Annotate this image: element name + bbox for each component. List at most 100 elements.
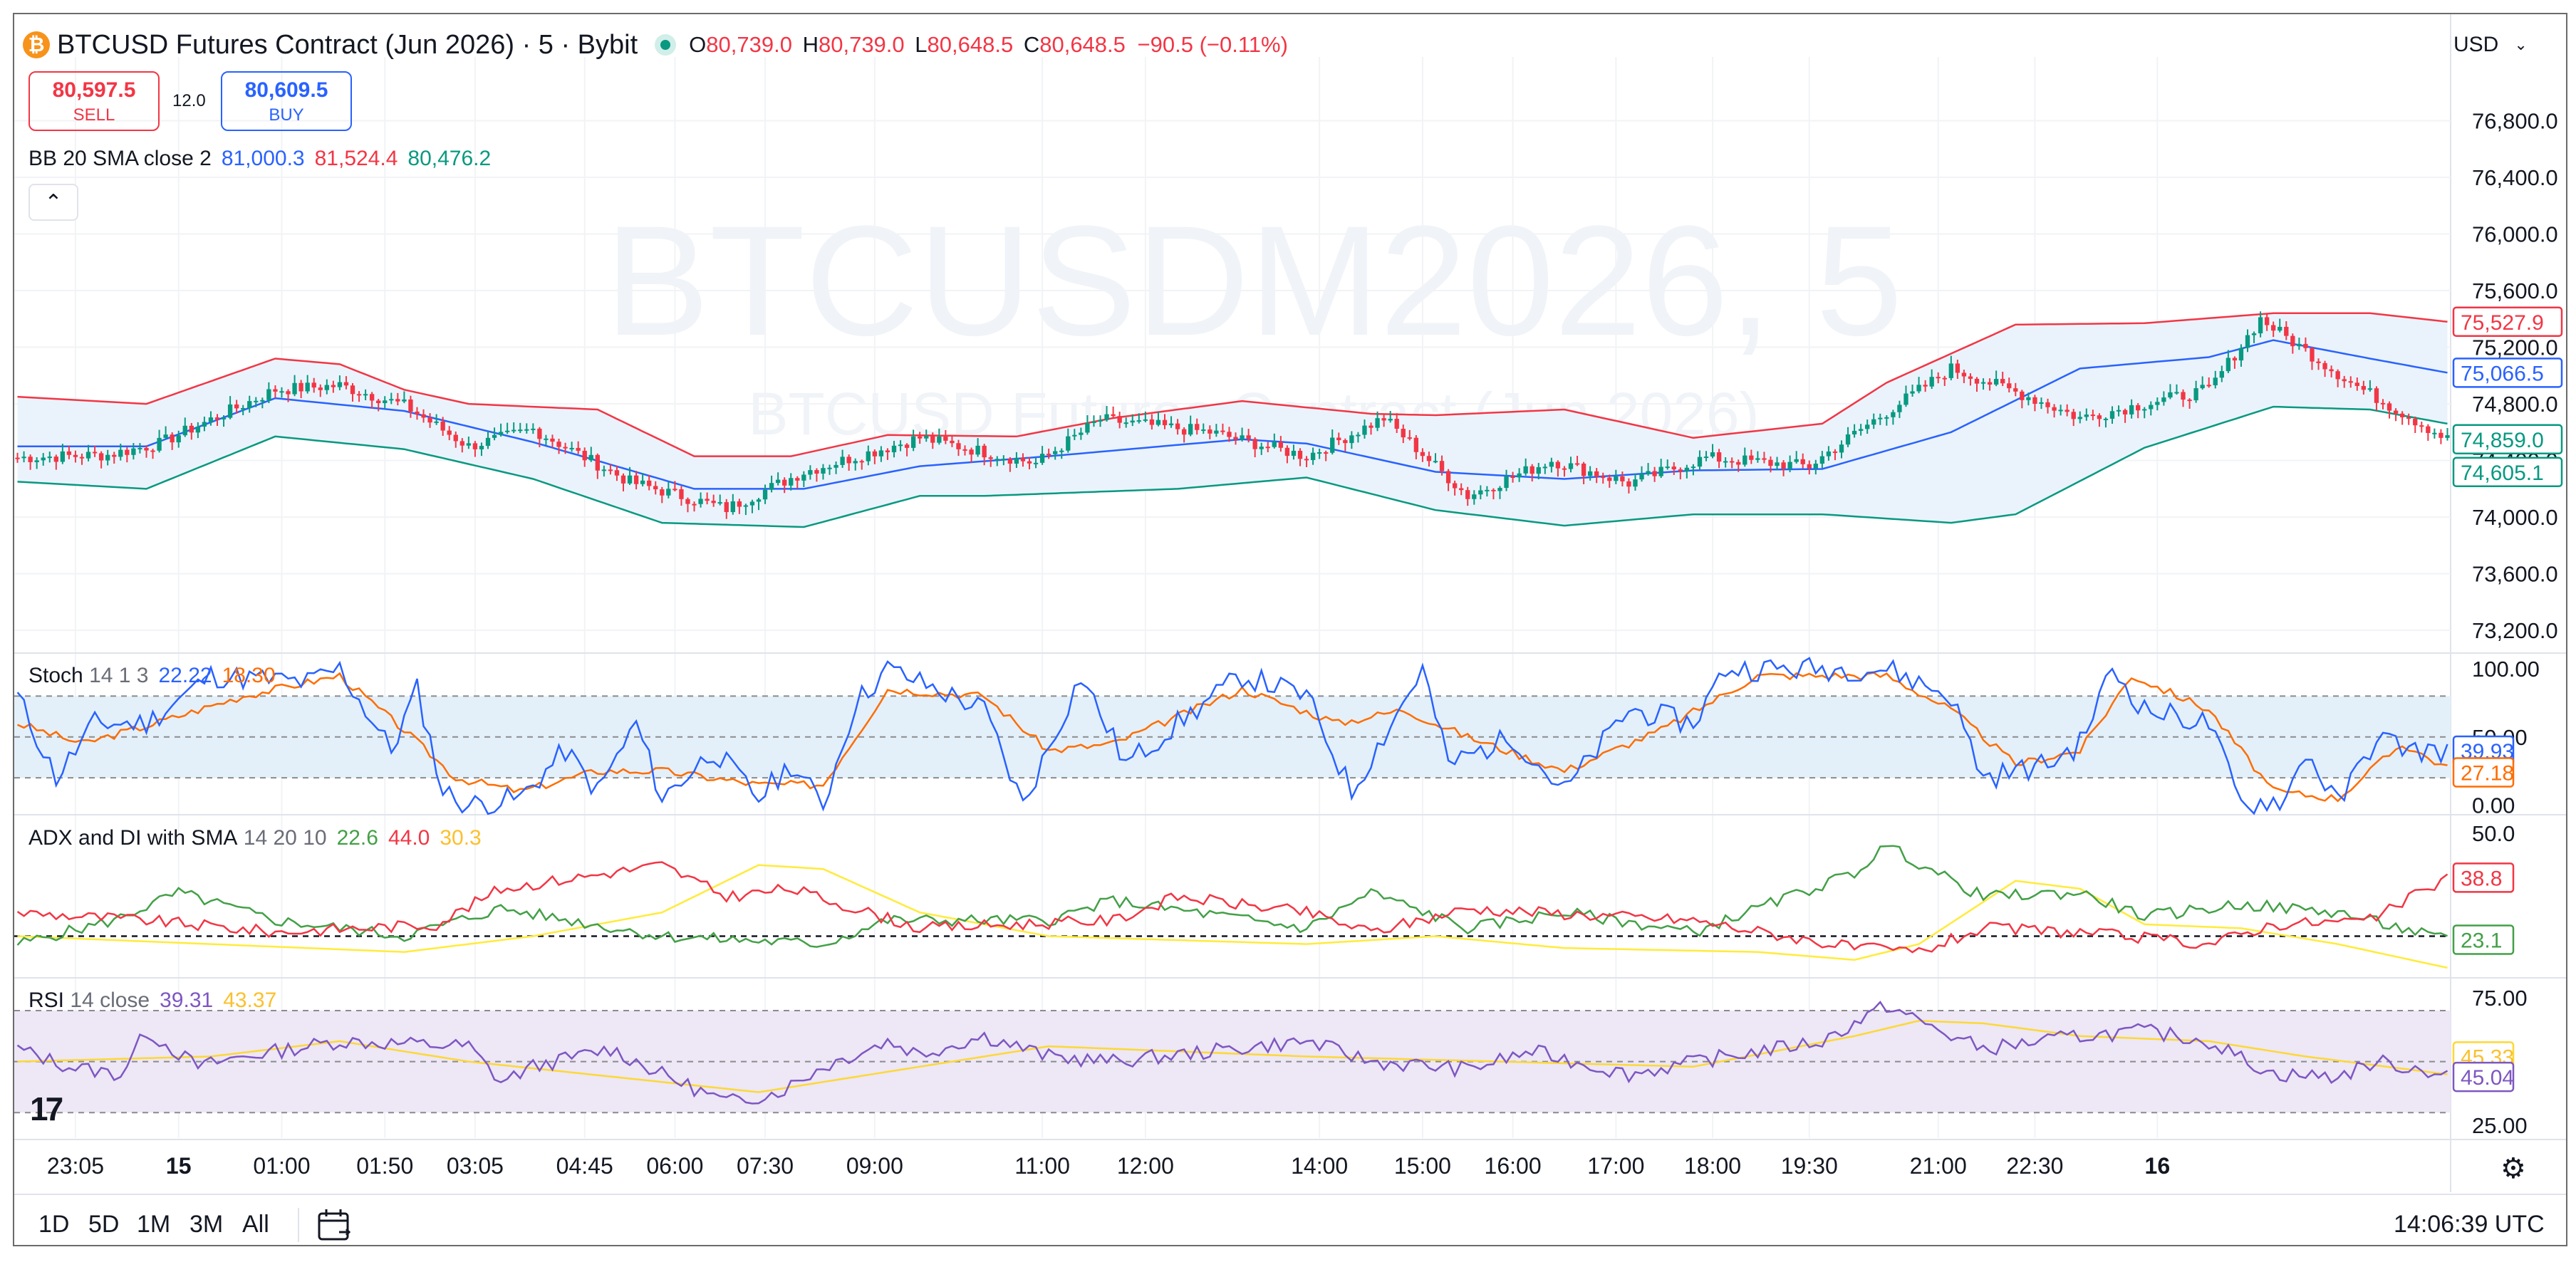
candle-body bbox=[1865, 424, 1870, 429]
candle-body bbox=[1162, 419, 1168, 426]
candle-body bbox=[582, 450, 587, 461]
candle-body bbox=[305, 382, 310, 392]
bb-upper-line bbox=[17, 312, 2448, 457]
calendar-icon[interactable] bbox=[315, 1206, 355, 1246]
time-tick-label: 15 bbox=[166, 1153, 192, 1179]
candle-body bbox=[1452, 483, 1458, 489]
candle-body bbox=[1703, 457, 1709, 459]
candle-body bbox=[595, 454, 600, 471]
candle-body bbox=[1072, 434, 1077, 437]
candle-body bbox=[1284, 447, 1290, 457]
buy-button[interactable]: 80,609.5 BUY bbox=[221, 71, 352, 131]
candle-body bbox=[2000, 379, 2005, 384]
candle-body bbox=[2361, 385, 2367, 390]
candle-body bbox=[647, 480, 652, 486]
rsi-pane bbox=[14, 1000, 2451, 1114]
candle-body bbox=[988, 457, 993, 459]
candle-body bbox=[176, 435, 181, 443]
candle-body bbox=[2335, 371, 2340, 380]
candle-body bbox=[2322, 363, 2327, 370]
candle-body bbox=[1910, 391, 1915, 394]
candle-body bbox=[1401, 429, 1406, 438]
candle-body bbox=[2348, 381, 2353, 383]
candle-body bbox=[1839, 444, 1844, 453]
candle-body bbox=[1942, 377, 1947, 380]
candle-body bbox=[756, 499, 762, 502]
range-1m-button[interactable]: 1M bbox=[137, 1211, 171, 1238]
candle-body bbox=[846, 457, 851, 464]
rsi-legend[interactable]: RSI 14 close 39.31 43.37 bbox=[28, 989, 276, 1013]
candle-body bbox=[1168, 423, 1174, 426]
sell-button[interactable]: 80,597.5 SELL bbox=[28, 71, 160, 131]
time-tick-label: 07:30 bbox=[737, 1153, 794, 1179]
candle-body bbox=[2297, 343, 2302, 347]
candle-body bbox=[2007, 383, 2012, 389]
candle-body bbox=[2149, 405, 2154, 410]
bitcoin-icon[interactable]: ₿ bbox=[23, 31, 50, 58]
candle-body bbox=[1259, 447, 1264, 449]
candle-body bbox=[66, 451, 72, 455]
candle-body bbox=[15, 457, 20, 459]
range-all-button[interactable]: All bbox=[242, 1211, 269, 1238]
candle-body bbox=[924, 436, 929, 439]
time-tick-label: 04:45 bbox=[556, 1153, 613, 1179]
chevron-down-icon: ⌄ bbox=[2514, 36, 2528, 53]
candle-body bbox=[1356, 434, 1361, 437]
rsi-ma-line bbox=[17, 1020, 2448, 1093]
chart-window: BTCUSDM2026, 5 BTCUSD Futures Contract (… bbox=[13, 13, 2567, 1246]
time-tick-label: 16:00 bbox=[1485, 1153, 1542, 1179]
candle-body bbox=[885, 450, 890, 453]
candle-body bbox=[1730, 461, 1735, 463]
candle-body bbox=[994, 459, 999, 461]
range-5d-button[interactable]: 5D bbox=[88, 1211, 120, 1238]
candle-body bbox=[2290, 335, 2295, 347]
tradingview-logo-icon[interactable]: 17 bbox=[30, 1090, 63, 1127]
candle-body bbox=[1568, 463, 1574, 469]
stoch-legend[interactable]: Stoch 14 1 3 22.22 18.30 bbox=[28, 664, 276, 688]
chart-canvas[interactable]: BTCUSDM2026, 5 BTCUSD Futures Contract (… bbox=[14, 14, 2567, 1246]
candle-body bbox=[2065, 410, 2069, 412]
candle-body bbox=[144, 447, 149, 451]
adx-legend[interactable]: ADX and DI with SMA 14 20 10 22.6 44.0 3… bbox=[28, 826, 482, 850]
candle-body bbox=[241, 407, 246, 410]
utc-clock[interactable]: 14:06:39 UTC bbox=[2394, 1211, 2545, 1238]
candle-body bbox=[1768, 459, 1773, 466]
range-3m-button[interactable]: 3M bbox=[189, 1211, 224, 1238]
candle-body bbox=[1394, 419, 1399, 429]
candle-body bbox=[41, 457, 46, 461]
candle-body bbox=[782, 479, 787, 486]
candle-body bbox=[2406, 417, 2411, 419]
candle-body bbox=[511, 429, 516, 432]
rsi-axis-label: 45.04 bbox=[2461, 1066, 2514, 1090]
candle-body bbox=[479, 446, 484, 449]
candle-body bbox=[1181, 429, 1187, 435]
bb-legend[interactable]: BB 20 SMA close 2 81,000.3 81,524.4 80,4… bbox=[28, 147, 491, 171]
gear-icon[interactable]: ⚙ bbox=[2500, 1153, 2526, 1184]
candle-body bbox=[2310, 348, 2315, 362]
chevron-up-icon[interactable]: ⌃ bbox=[28, 184, 78, 221]
candle-body bbox=[833, 464, 838, 468]
candle-body bbox=[105, 454, 110, 461]
symbol-title[interactable]: BTCUSD Futures Contract (Jun 2026) · 5 ·… bbox=[57, 29, 638, 60]
candle-body bbox=[2245, 335, 2250, 348]
candle-body bbox=[531, 428, 536, 430]
candle-body bbox=[1542, 466, 1547, 469]
currency-selector[interactable]: USD ⌄ bbox=[2453, 30, 2528, 60]
range-1d-button[interactable]: 1D bbox=[38, 1211, 70, 1238]
candle-body bbox=[1743, 455, 1747, 465]
candle-body bbox=[395, 399, 400, 402]
candle-body bbox=[1117, 416, 1122, 423]
candle-body bbox=[1368, 425, 1373, 428]
candle-body bbox=[85, 452, 91, 459]
candle-body bbox=[795, 478, 800, 481]
candle-body bbox=[1349, 435, 1354, 444]
candle-body bbox=[737, 501, 742, 507]
candle-body bbox=[672, 489, 677, 491]
candle-body bbox=[1130, 420, 1135, 423]
candle-body bbox=[1614, 476, 1619, 481]
candle-body bbox=[2399, 413, 2405, 417]
market-status-dot-icon bbox=[655, 34, 677, 56]
candle-body bbox=[2058, 410, 2063, 412]
candle-body bbox=[1091, 421, 1096, 424]
candle-body bbox=[814, 470, 819, 474]
